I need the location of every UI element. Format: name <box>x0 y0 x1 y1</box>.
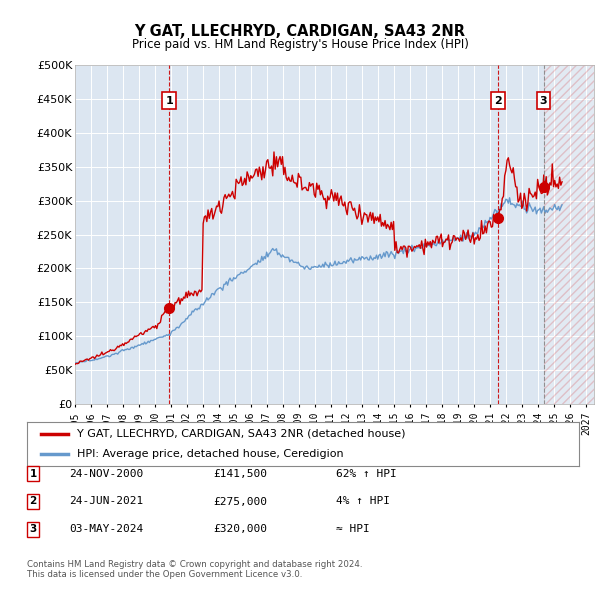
Text: Contains HM Land Registry data © Crown copyright and database right 2024.
This d: Contains HM Land Registry data © Crown c… <box>27 560 362 579</box>
Text: 2: 2 <box>29 497 37 506</box>
Text: £320,000: £320,000 <box>213 525 267 534</box>
Text: 3: 3 <box>540 96 547 106</box>
Text: 62% ↑ HPI: 62% ↑ HPI <box>336 469 397 478</box>
Bar <box>544 65 594 404</box>
Text: Price paid vs. HM Land Registry's House Price Index (HPI): Price paid vs. HM Land Registry's House … <box>131 38 469 51</box>
Text: £141,500: £141,500 <box>213 469 267 478</box>
Text: 4% ↑ HPI: 4% ↑ HPI <box>336 497 390 506</box>
Text: 24-JUN-2021: 24-JUN-2021 <box>69 497 143 506</box>
Text: ≈ HPI: ≈ HPI <box>336 525 370 534</box>
Text: £275,000: £275,000 <box>213 497 267 506</box>
Text: Y GAT, LLECHRYD, CARDIGAN, SA43 2NR (detached house): Y GAT, LLECHRYD, CARDIGAN, SA43 2NR (det… <box>77 429 405 439</box>
Text: Y GAT, LLECHRYD, CARDIGAN, SA43 2NR: Y GAT, LLECHRYD, CARDIGAN, SA43 2NR <box>134 24 466 38</box>
Text: 1: 1 <box>166 96 173 106</box>
Text: 03-MAY-2024: 03-MAY-2024 <box>69 525 143 534</box>
Text: 3: 3 <box>29 525 37 534</box>
Text: HPI: Average price, detached house, Ceredigion: HPI: Average price, detached house, Cere… <box>77 449 343 459</box>
Text: 2: 2 <box>494 96 502 106</box>
Text: 1: 1 <box>29 469 37 478</box>
Text: 24-NOV-2000: 24-NOV-2000 <box>69 469 143 478</box>
